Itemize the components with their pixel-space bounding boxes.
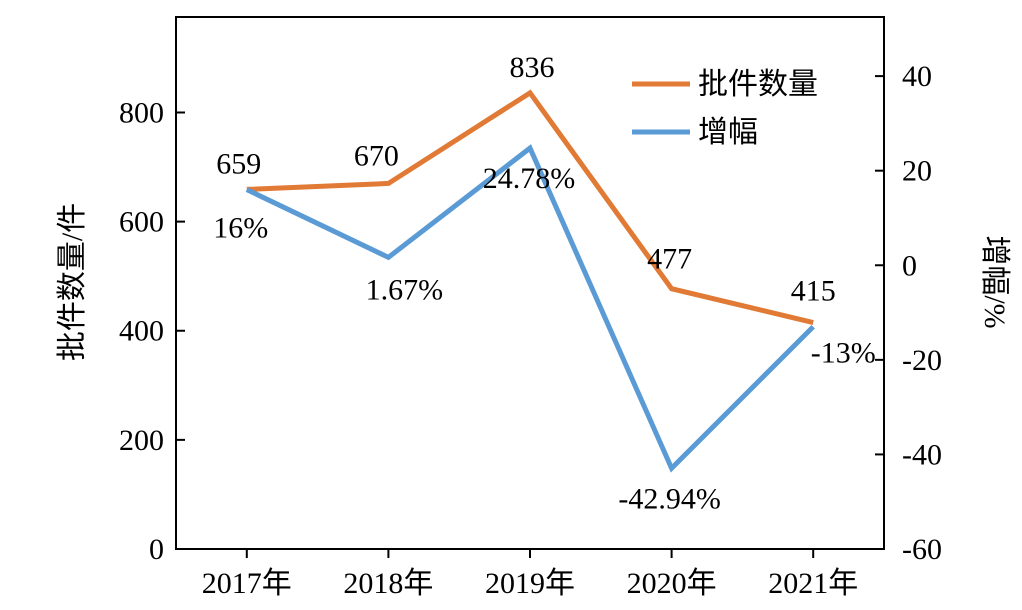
series-lines — [245, 89, 815, 473]
y-right-tick-label: -60 — [902, 533, 942, 566]
data-label: 24.78% — [483, 162, 576, 195]
series-line-count — [246, 89, 814, 325]
y-axis-right-title: 增幅/% — [978, 235, 1011, 328]
y-left-tick-label: 0 — [149, 533, 164, 566]
legend-label: 增幅 — [698, 116, 758, 149]
data-label: 670 — [354, 139, 399, 172]
y-left-tick-label: 600 — [119, 206, 164, 239]
y-left-tick-label: 800 — [119, 96, 164, 129]
data-label: 415 — [791, 275, 836, 308]
x-tick-label: 2019年 — [485, 567, 575, 600]
y-right-tick-label: -40 — [902, 438, 942, 471]
y-right-tick-label: 40 — [902, 60, 932, 93]
data-label: 659 — [216, 147, 261, 180]
data-labels: 659 670 836 477 415 16% 1.67% 24.78% -42.94% -13% — [213, 51, 875, 515]
data-label: -13% — [811, 337, 876, 370]
series-line-growth — [245, 144, 815, 473]
x-tick-label: 2017年 — [202, 567, 292, 600]
y-right-tick-label: 20 — [902, 155, 932, 188]
x-tick-label: 2020年 — [627, 567, 717, 600]
data-label: 836 — [510, 51, 555, 84]
y-axis-left-title: 批件数量/件 — [56, 203, 89, 361]
data-label: 1.67% — [366, 273, 444, 306]
y-left-tick-label: 200 — [119, 424, 164, 457]
left-axis: 0 200 400 600 800 — [119, 96, 185, 566]
right-axis: -60 -40 -20 0 20 40 — [875, 60, 942, 566]
y-left-tick-label: 400 — [119, 315, 164, 348]
data-label: 477 — [647, 243, 692, 276]
x-tick-label: 2021年 — [768, 567, 858, 600]
legend-label: 批件数量 — [698, 68, 818, 101]
data-label: 16% — [213, 212, 268, 245]
y-right-tick-label: 0 — [902, 249, 917, 282]
x-axis: 2017年 2018年 2019年 2020年 2021年 — [202, 549, 858, 600]
y-right-tick-label: -20 — [902, 344, 942, 377]
x-tick-label: 2018年 — [343, 567, 433, 600]
data-label: -42.94% — [618, 482, 720, 515]
